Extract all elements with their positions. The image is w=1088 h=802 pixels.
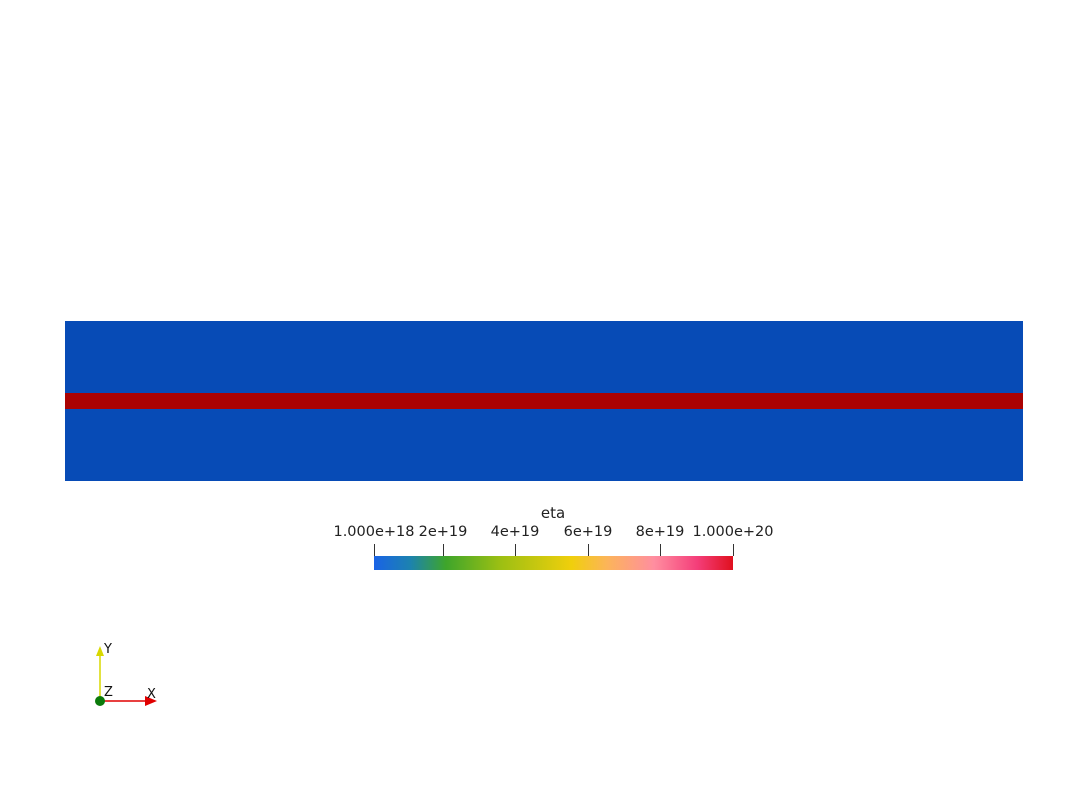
scalar-bar-tick-label: 6e+19 xyxy=(563,524,613,540)
scalar-bar-tick-label: 2e+19 xyxy=(418,524,468,540)
scalar-bar-tick xyxy=(515,544,516,556)
scalar-bar-tick xyxy=(660,544,661,556)
scalar-bar-tick xyxy=(443,544,444,556)
axis-y-label: Y xyxy=(104,642,112,657)
scalar-bar-tick xyxy=(374,544,375,556)
scalar-bar-tick-label: 1.000e+18 xyxy=(333,524,415,540)
scalar-bar-tick xyxy=(733,544,734,556)
orientation-axes-icon xyxy=(95,646,157,706)
axis-z-label: Z xyxy=(104,685,113,700)
axis-x-label: X xyxy=(147,687,156,702)
scalar-bar: eta 1.000e+18 2e+19 4e+19 6e+19 8e+19 1.… xyxy=(330,500,780,580)
scalar-bar-tick-label: 1.000e+20 xyxy=(692,524,774,540)
scalar-bar-gradient xyxy=(374,556,733,570)
model-domain xyxy=(65,321,1023,481)
orientation-axes: Y X Z xyxy=(90,640,170,715)
scalar-bar-tick-label: 8e+19 xyxy=(635,524,685,540)
high-viscosity-layer xyxy=(65,393,1023,409)
scalar-bar-tick xyxy=(588,544,589,556)
scalar-bar-tick-label: 4e+19 xyxy=(490,524,540,540)
scalar-bar-title: eta xyxy=(540,504,566,522)
